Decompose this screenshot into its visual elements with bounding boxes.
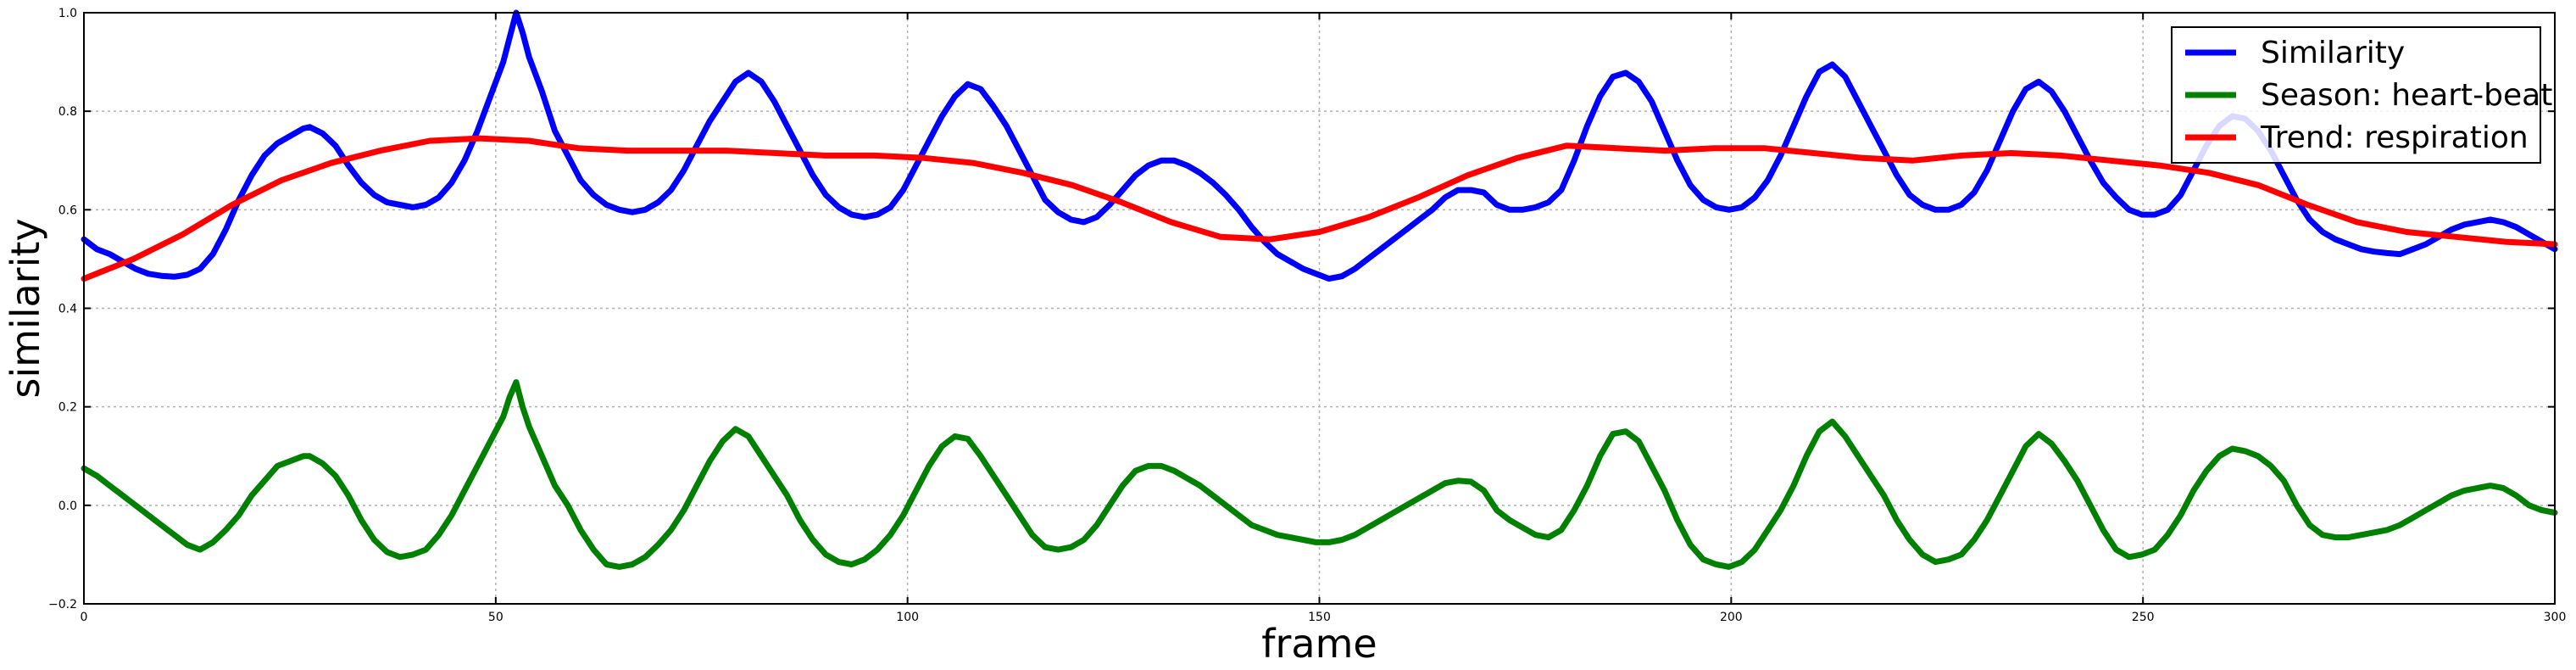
y-tick-label: −0.2	[48, 598, 77, 611]
series-line-0	[81, 9, 2558, 282]
x-tick-label: 50	[488, 611, 504, 624]
grid	[84, 13, 2555, 604]
x-tick-label: 250	[2132, 611, 2155, 624]
y-tick-label: 0.8	[58, 105, 77, 119]
legend: Similarity Season: heart-beat Trend: respi…	[2171, 26, 2552, 164]
x-axis-label: frame	[1261, 621, 1377, 667]
y-tick-label: 0.4	[58, 303, 77, 316]
legend-label: Season: heart-beat	[2261, 78, 2552, 113]
series-line-1	[81, 379, 2558, 570]
series-group	[81, 9, 2558, 570]
y-tick-label: 0.6	[58, 204, 77, 217]
y-tick-label: 0.2	[58, 401, 77, 415]
x-tick-label: 300	[2544, 611, 2567, 624]
axis-ticks: 0 50 100 150 200 250 300 −0.2 0.0 0.2 0.4 0.6 0.8 1.0	[48, 7, 2566, 624]
y-tick-label: 0.0	[58, 500, 77, 513]
x-tick-label: 100	[896, 611, 919, 624]
x-tick-label: 150	[1308, 611, 1331, 624]
legend-label: Trend: respiration	[2260, 120, 2529, 155]
x-tick-label: 200	[1720, 611, 1743, 624]
y-tick-label: 1.0	[58, 7, 77, 20]
series-line-2	[81, 135, 2558, 282]
y-axis-label: similarity	[3, 218, 48, 398]
x-tick-label: 0	[81, 611, 88, 624]
legend-label: Similarity	[2261, 36, 2405, 70]
